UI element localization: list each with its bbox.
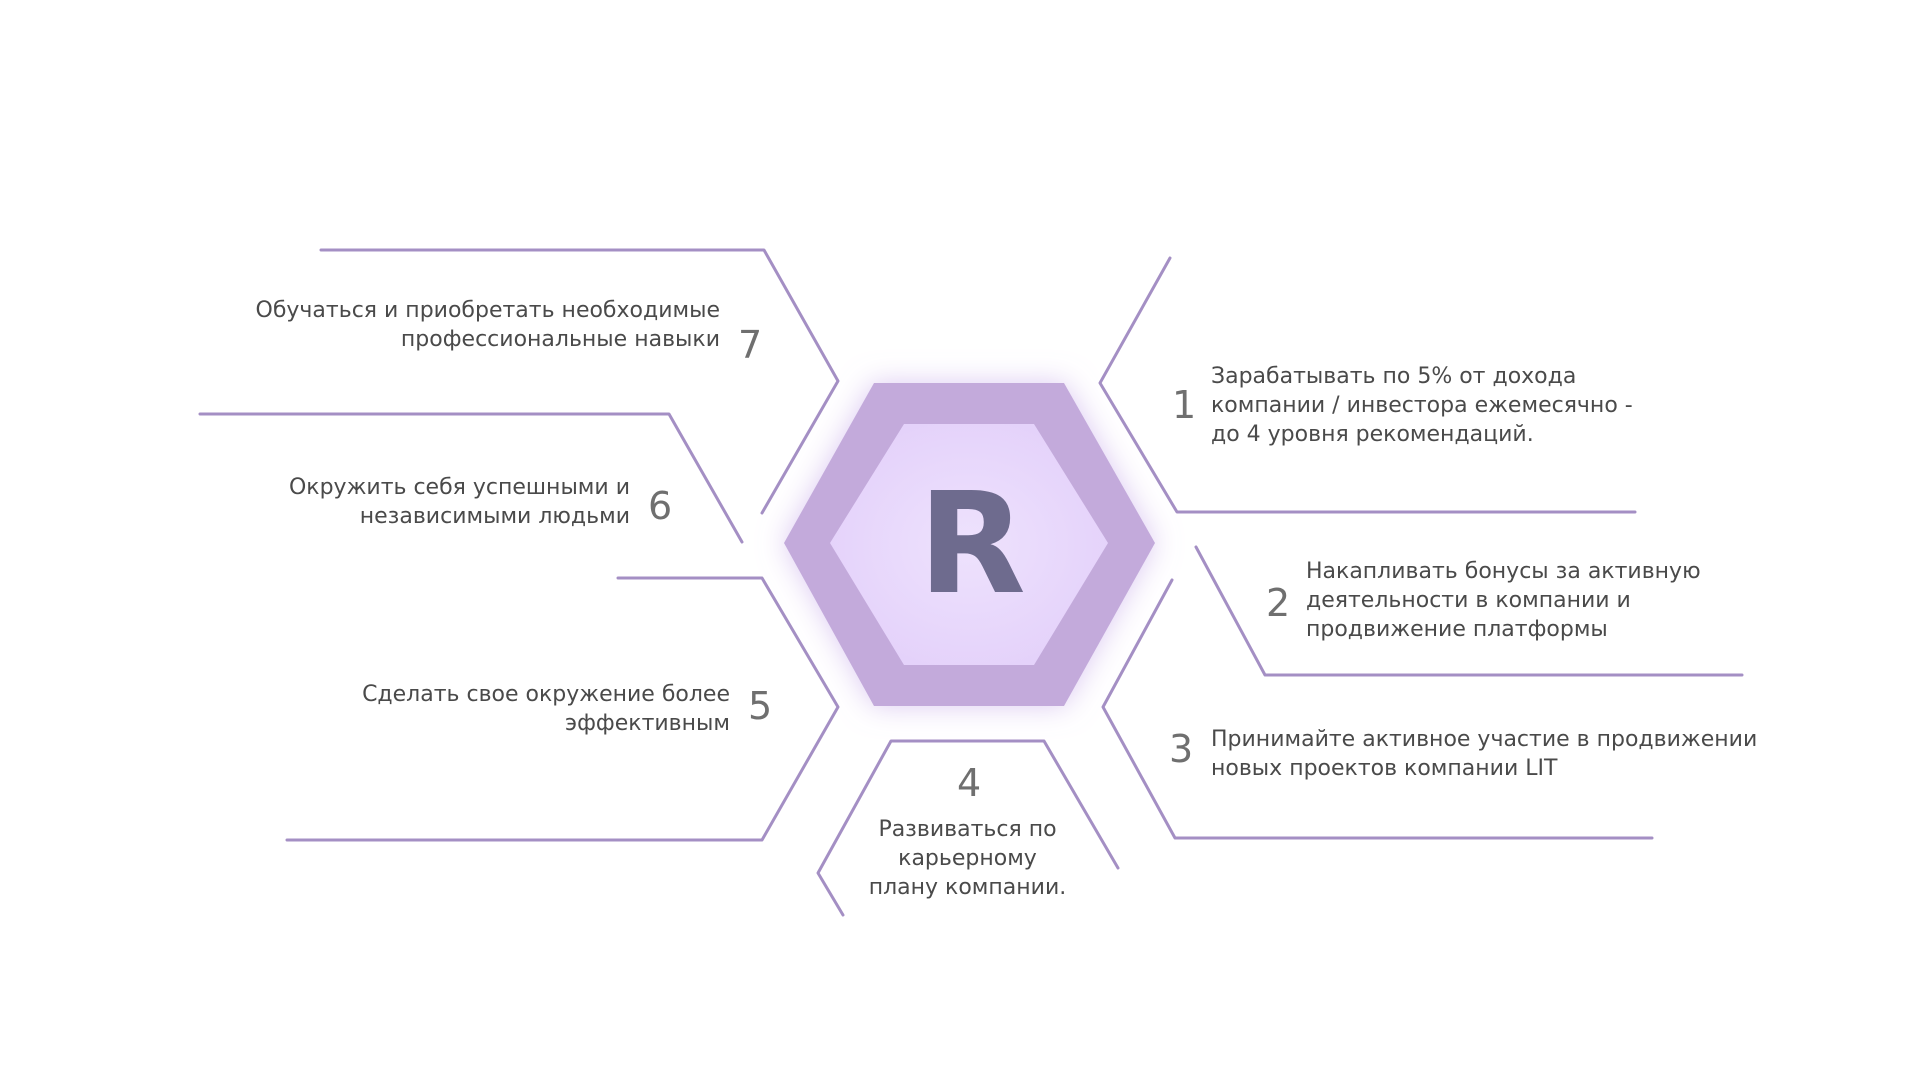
item-text-7: Обучаться и приобретать необходимые проф… (255, 298, 720, 352)
item-text-3: Принимайте активное участие в продвижени… (1211, 727, 1758, 781)
item-number-1: 1 (1172, 383, 1197, 427)
item-text-1: Зарабатывать по 5% от дохода компании / … (1211, 364, 1633, 447)
item-number-4: 4 (957, 761, 982, 805)
item-text-6: Окружить себя успешными и независимыми л… (288, 475, 630, 529)
connector-line-3 (1101, 578, 1654, 840)
hub-logo-letter: R (918, 463, 1026, 626)
item-text-5: Сделать свое окружение более эффективным (362, 682, 730, 736)
item-number-3: 3 (1169, 727, 1194, 771)
hub-inner-hexagon (830, 424, 1108, 665)
connector-line-4 (816, 739, 1120, 917)
connector-line-7 (319, 248, 840, 515)
connector-line-5 (285, 576, 840, 842)
connector-line-6 (198, 412, 744, 544)
item-text-2: Накапливать бонусы за активную деятельно… (1306, 559, 1701, 642)
connector-line-2 (1194, 545, 1744, 677)
item-number-6: 6 (648, 484, 673, 528)
connector-line-1 (1098, 256, 1637, 514)
item-number-2: 2 (1266, 581, 1291, 625)
item-text-4: Развиваться по карьерному плану компании… (868, 817, 1067, 900)
item-number-7: 7 (738, 323, 763, 367)
item-number-5: 5 (748, 684, 773, 728)
